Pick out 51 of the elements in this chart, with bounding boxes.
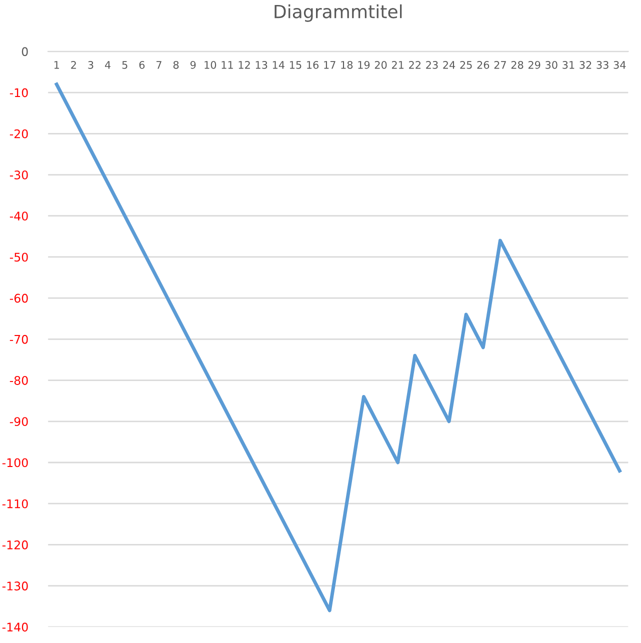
x-tick-label: 26 [477,60,490,69]
x-tick-label: 5 [122,61,128,69]
y-tick-label: -10 [10,88,28,98]
y-tick-label: -40 [10,212,28,221]
y-tick-label: -110 [2,499,28,508]
line-series [54,82,622,612]
x-tick-label: 22 [409,60,420,69]
chart-title: Diagrammtitel [274,4,402,22]
x-tick-label: 23 [426,60,438,69]
x-tick-label: 24 [443,60,456,69]
y-tick-label: -50 [10,252,28,262]
x-tick-label: 7 [156,61,162,69]
x-tick-label: 20 [374,60,387,69]
x-tick-label: 18 [341,60,353,69]
y-tick-label: -120 [2,540,28,550]
x-tick-label: 29 [528,60,540,69]
y-tick-label: -100 [2,458,28,468]
y-tick-label: -60 [10,294,28,303]
y-tick-label: -80 [10,376,28,385]
x-tick-label: 10 [204,60,216,69]
x-tick-label: 12 [238,60,250,69]
x-tick-label: 27 [494,60,506,69]
x-tick-label: 17 [324,61,336,69]
y-tick-label: -30 [10,170,28,180]
x-tick-label: 25 [460,60,472,69]
x-tick-label: 33 [596,60,608,69]
x-tick-label: 8 [173,60,179,69]
x-tick-label: 32 [580,60,592,69]
x-tick-label: 30 [546,60,558,69]
x-tick-label: 15 [290,61,302,69]
x-tick-label: 2 [71,60,76,69]
y-tick-label: 0 [22,47,28,56]
x-tick-label: 19 [358,60,370,69]
x-tick-label: 13 [256,60,268,69]
x-tick-label: 9 [190,60,196,69]
x-tick-label: 4 [104,61,111,69]
x-tick-label: 3 [88,60,94,69]
x-tick-label: 34 [614,60,626,69]
x-tick-label: 11 [222,61,233,69]
y-tick-label: -20 [10,129,28,138]
x-tick-label: 16 [307,60,319,69]
x-tick-label: 1 [54,61,59,69]
x-tick-label: 6 [139,60,145,69]
x-tick-label: 14 [272,61,284,69]
y-tick-label: -140 [2,622,28,632]
x-tick-label: 28 [511,60,524,69]
y-tick-label: -90 [10,417,28,426]
y-tick-label: -130 [2,582,28,590]
y-tick-label: -70 [10,334,28,344]
x-tick-label: 21 [392,60,404,69]
x-tick-label: 31 [562,60,574,69]
